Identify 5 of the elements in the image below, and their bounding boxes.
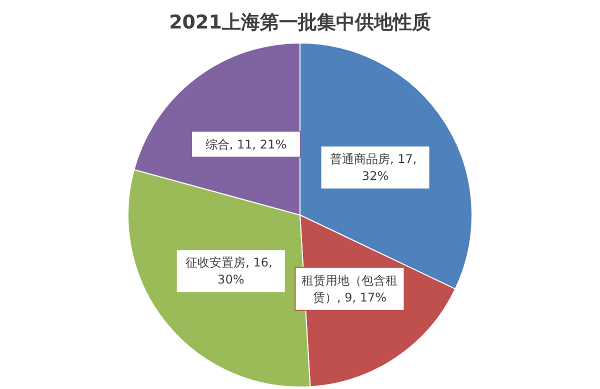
slice-label: 租赁用地（包含租赁）, 9, 17% (302, 273, 398, 304)
chart-title: 2021上海第一批集中供地性质 (169, 12, 431, 34)
slice-label: 普通商品房, 17, 32% (330, 152, 421, 183)
slice-label: 综合, 11, 21% (205, 137, 287, 152)
slice-label: 征收安置房, 16, 30% (186, 256, 276, 287)
